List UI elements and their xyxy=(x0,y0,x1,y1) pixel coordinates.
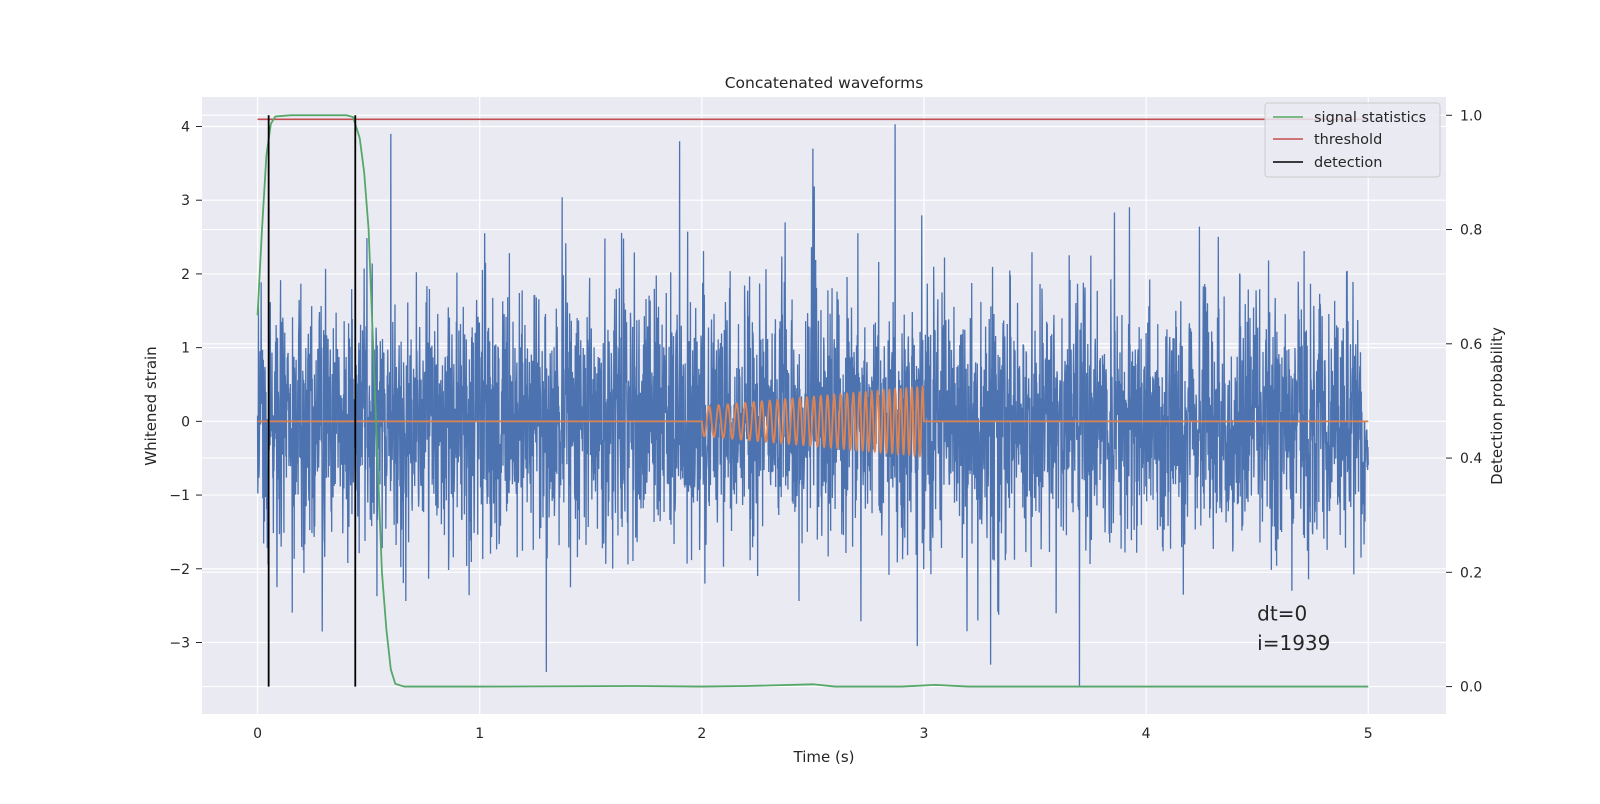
injected-waveform-line xyxy=(257,385,1369,459)
y-axis-label: Whitened strain xyxy=(142,346,160,465)
y2-tick-label: 0.4 xyxy=(1460,451,1482,467)
y-tick-label: 3 xyxy=(181,193,190,209)
y2-tick-label: 0.2 xyxy=(1460,565,1482,581)
y-tick-label: −3 xyxy=(169,635,190,651)
y-tick-label: 4 xyxy=(181,119,190,135)
x-tick-label: 4 xyxy=(1142,726,1151,742)
x-axis-label: Time (s) xyxy=(793,748,855,766)
y-tick-label: −2 xyxy=(169,562,190,578)
axes: 0 1 2 3 4 5 −3 −2 −1 0 1 2 3 4 0.0 0.2 0.4 0.6 0.8 1.0 xyxy=(169,108,1482,742)
legend-label-threshold: threshold xyxy=(1314,132,1382,148)
x-tick-label: 3 xyxy=(920,726,929,742)
annotation-dt: dt=0 xyxy=(1257,601,1307,625)
y2-axis-label: Detection probability xyxy=(1488,327,1506,485)
chart-title: Concatenated waveforms xyxy=(725,74,924,92)
y-tick-label: 2 xyxy=(181,267,190,283)
legend-label-detection: detection xyxy=(1314,155,1382,171)
data-series xyxy=(256,114,1369,688)
x-tick-label: 5 xyxy=(1364,726,1373,742)
signal-statistics-line xyxy=(256,114,1369,688)
x-tick-label: 1 xyxy=(475,726,484,742)
legend: signal statistics threshold detection xyxy=(1264,102,1441,178)
noise-strain-line xyxy=(256,124,1369,687)
x-tick-label: 2 xyxy=(697,726,706,742)
y-tick-label: −1 xyxy=(169,488,190,504)
y-tick-label: 1 xyxy=(181,341,190,357)
y2-tick-label: 0.0 xyxy=(1460,680,1482,696)
legend-label-signal-statistics: signal statistics xyxy=(1314,110,1426,126)
y-tick-label: 0 xyxy=(181,414,190,430)
y2-tick-label: 0.8 xyxy=(1460,223,1482,239)
legend-box xyxy=(1264,102,1441,178)
y2-tick-label: 1.0 xyxy=(1460,108,1482,124)
annotation-index: i=1939 xyxy=(1257,631,1330,655)
y2-tick-label: 0.6 xyxy=(1460,337,1482,353)
x-tick-label: 0 xyxy=(253,726,262,742)
